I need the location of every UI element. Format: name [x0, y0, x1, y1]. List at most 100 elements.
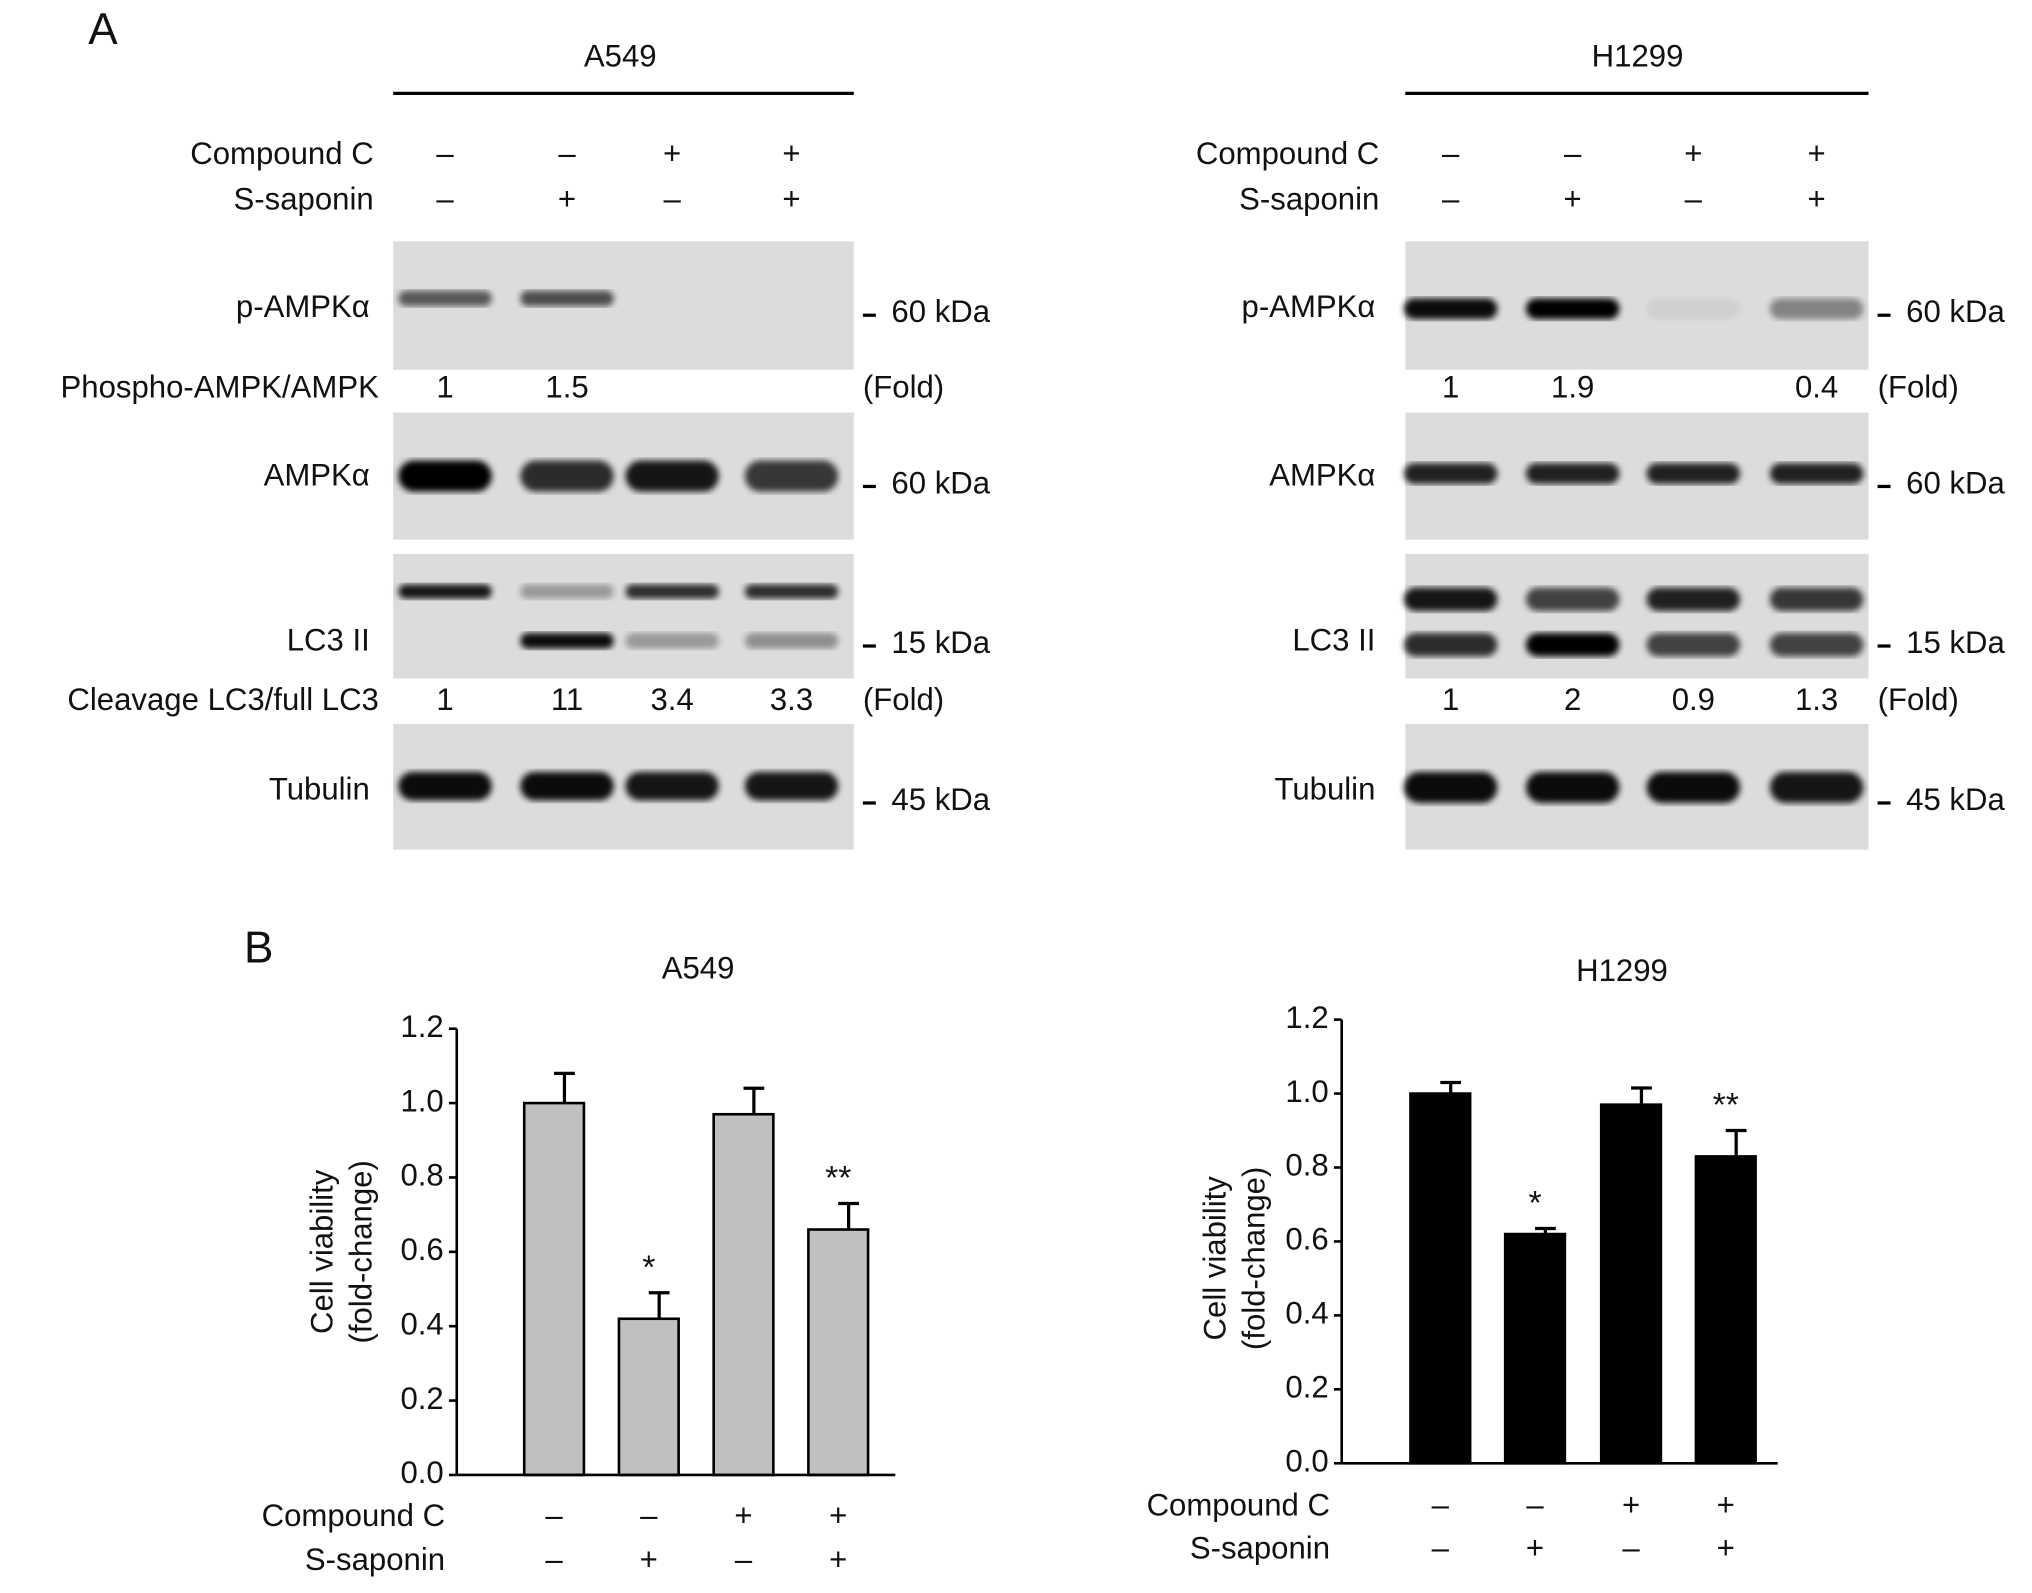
treatment-sign: + — [782, 136, 800, 171]
blot-label: LC3 II — [1292, 622, 1375, 657]
blot-band — [520, 584, 614, 599]
fold-label: Phospho-AMPK/AMPK — [61, 369, 380, 404]
treatment-sign: – — [558, 136, 576, 171]
treatment-label: S-saponin — [1239, 181, 1379, 216]
blot-band — [1769, 771, 1864, 803]
blot-band — [744, 460, 839, 492]
fold-value: 1 — [1442, 682, 1459, 717]
marker-label: 15 kDa — [1906, 625, 2005, 660]
marker-label: 15 kDa — [891, 625, 990, 660]
blot-band — [1646, 633, 1741, 657]
y-tick-label: 1.0 — [1285, 1074, 1328, 1109]
bar — [1409, 1092, 1472, 1465]
significance: * — [1528, 1184, 1541, 1222]
y-tick-label: 0.6 — [1285, 1222, 1328, 1257]
blot-band — [1769, 587, 1864, 611]
y-axis-label: Cell viability — [305, 1169, 340, 1334]
blot-band — [1525, 633, 1620, 657]
fold-unit: (Fold) — [1878, 682, 1959, 717]
y-tick-label: 1.2 — [1285, 1000, 1328, 1035]
y-axis-label: (fold-change) — [344, 1160, 379, 1343]
y-tick-label: 0.2 — [1285, 1370, 1328, 1405]
treatment-sign: + — [1622, 1488, 1640, 1523]
bar — [1503, 1232, 1567, 1465]
treatment-sign: – — [1432, 1488, 1450, 1523]
blot-band — [744, 584, 839, 599]
y-tick-label: 0.8 — [400, 1158, 443, 1193]
treatment-sign: – — [436, 181, 454, 216]
blot-band — [1525, 463, 1620, 484]
blot-band — [1403, 587, 1498, 611]
bar — [1694, 1155, 1757, 1465]
y-tick-label: 0.2 — [400, 1381, 443, 1416]
blot-band — [1646, 298, 1741, 320]
treatment-sign: – — [436, 136, 454, 171]
blot-band — [1646, 463, 1741, 484]
y-tick-label: 0.6 — [400, 1232, 443, 1267]
treatment-label: Compound C — [262, 1498, 445, 1533]
fold-value: 1.9 — [1551, 369, 1594, 404]
treatment-sign: + — [782, 181, 800, 216]
fold-value: 1 — [436, 369, 453, 404]
treatment-label: Compound C — [190, 136, 373, 171]
significance: * — [642, 1248, 655, 1286]
treatment-sign: + — [829, 1542, 847, 1577]
treatment-sign: – — [1564, 136, 1582, 171]
blot-band — [625, 584, 719, 599]
blot-band — [1525, 587, 1620, 611]
y-tick-label: 0.0 — [1285, 1443, 1328, 1478]
blot-label: LC3 II — [287, 622, 370, 657]
bar — [617, 1317, 680, 1477]
y-tick-label: 0.4 — [1285, 1296, 1328, 1331]
treatment-sign: + — [734, 1498, 752, 1533]
treatment-sign: – — [1526, 1488, 1544, 1523]
blot-band — [1769, 298, 1864, 320]
chart-title: A549 — [662, 951, 735, 986]
blot-label: Tubulin — [269, 772, 370, 807]
treatment-sign: – — [1442, 181, 1460, 216]
blot-band — [1646, 771, 1741, 803]
treatment-sign: + — [640, 1542, 658, 1577]
blot-band — [520, 460, 614, 492]
treatment-sign: – — [1685, 181, 1703, 216]
fold-value: 1.5 — [545, 369, 588, 404]
chart-title: H1299 — [1576, 953, 1668, 988]
treatment-label: S-saponin — [305, 1542, 445, 1577]
treatment-sign: + — [1564, 181, 1582, 216]
treatment-sign: – — [735, 1542, 753, 1577]
treatment-label: S-saponin — [234, 181, 374, 216]
fold-unit: (Fold) — [863, 682, 944, 717]
bar — [522, 1101, 586, 1477]
blot-band — [1525, 298, 1620, 320]
treatment-sign: – — [1442, 136, 1460, 171]
y-axis-label: (fold-change) — [1236, 1167, 1271, 1350]
blot-band — [1403, 633, 1498, 657]
blot-band — [1769, 463, 1864, 484]
fold-unit: (Fold) — [863, 369, 944, 404]
treatment-sign: + — [1717, 1488, 1735, 1523]
treatment-sign: – — [545, 1542, 563, 1577]
y-tick-label: 0.0 — [400, 1455, 443, 1490]
treatment-sign: – — [1622, 1530, 1640, 1565]
treatment-sign: – — [663, 181, 681, 216]
panel-label: A — [88, 5, 118, 54]
blot-band — [1646, 587, 1741, 611]
panel-label: B — [244, 924, 273, 973]
marker-label: 45 kDa — [1906, 782, 2005, 817]
blot-band — [398, 584, 492, 599]
treatment-sign: + — [1808, 136, 1826, 171]
treatment-sign: – — [1432, 1530, 1450, 1565]
fold-value: 1.3 — [1795, 682, 1838, 717]
blot-label: Tubulin — [1274, 772, 1375, 807]
treatment-sign: + — [1808, 181, 1826, 216]
blot-band — [744, 771, 839, 801]
marker-label: 60 kDa — [891, 294, 990, 329]
treatment-sign: + — [829, 1498, 847, 1533]
blot-label: AMPKα — [1269, 458, 1375, 493]
treatment-sign: + — [1526, 1530, 1544, 1565]
treatment-sign: + — [1684, 136, 1702, 171]
fold-value: 1 — [436, 682, 453, 717]
fold-value: 0.4 — [1795, 369, 1838, 404]
treatment-sign: + — [1717, 1530, 1735, 1565]
